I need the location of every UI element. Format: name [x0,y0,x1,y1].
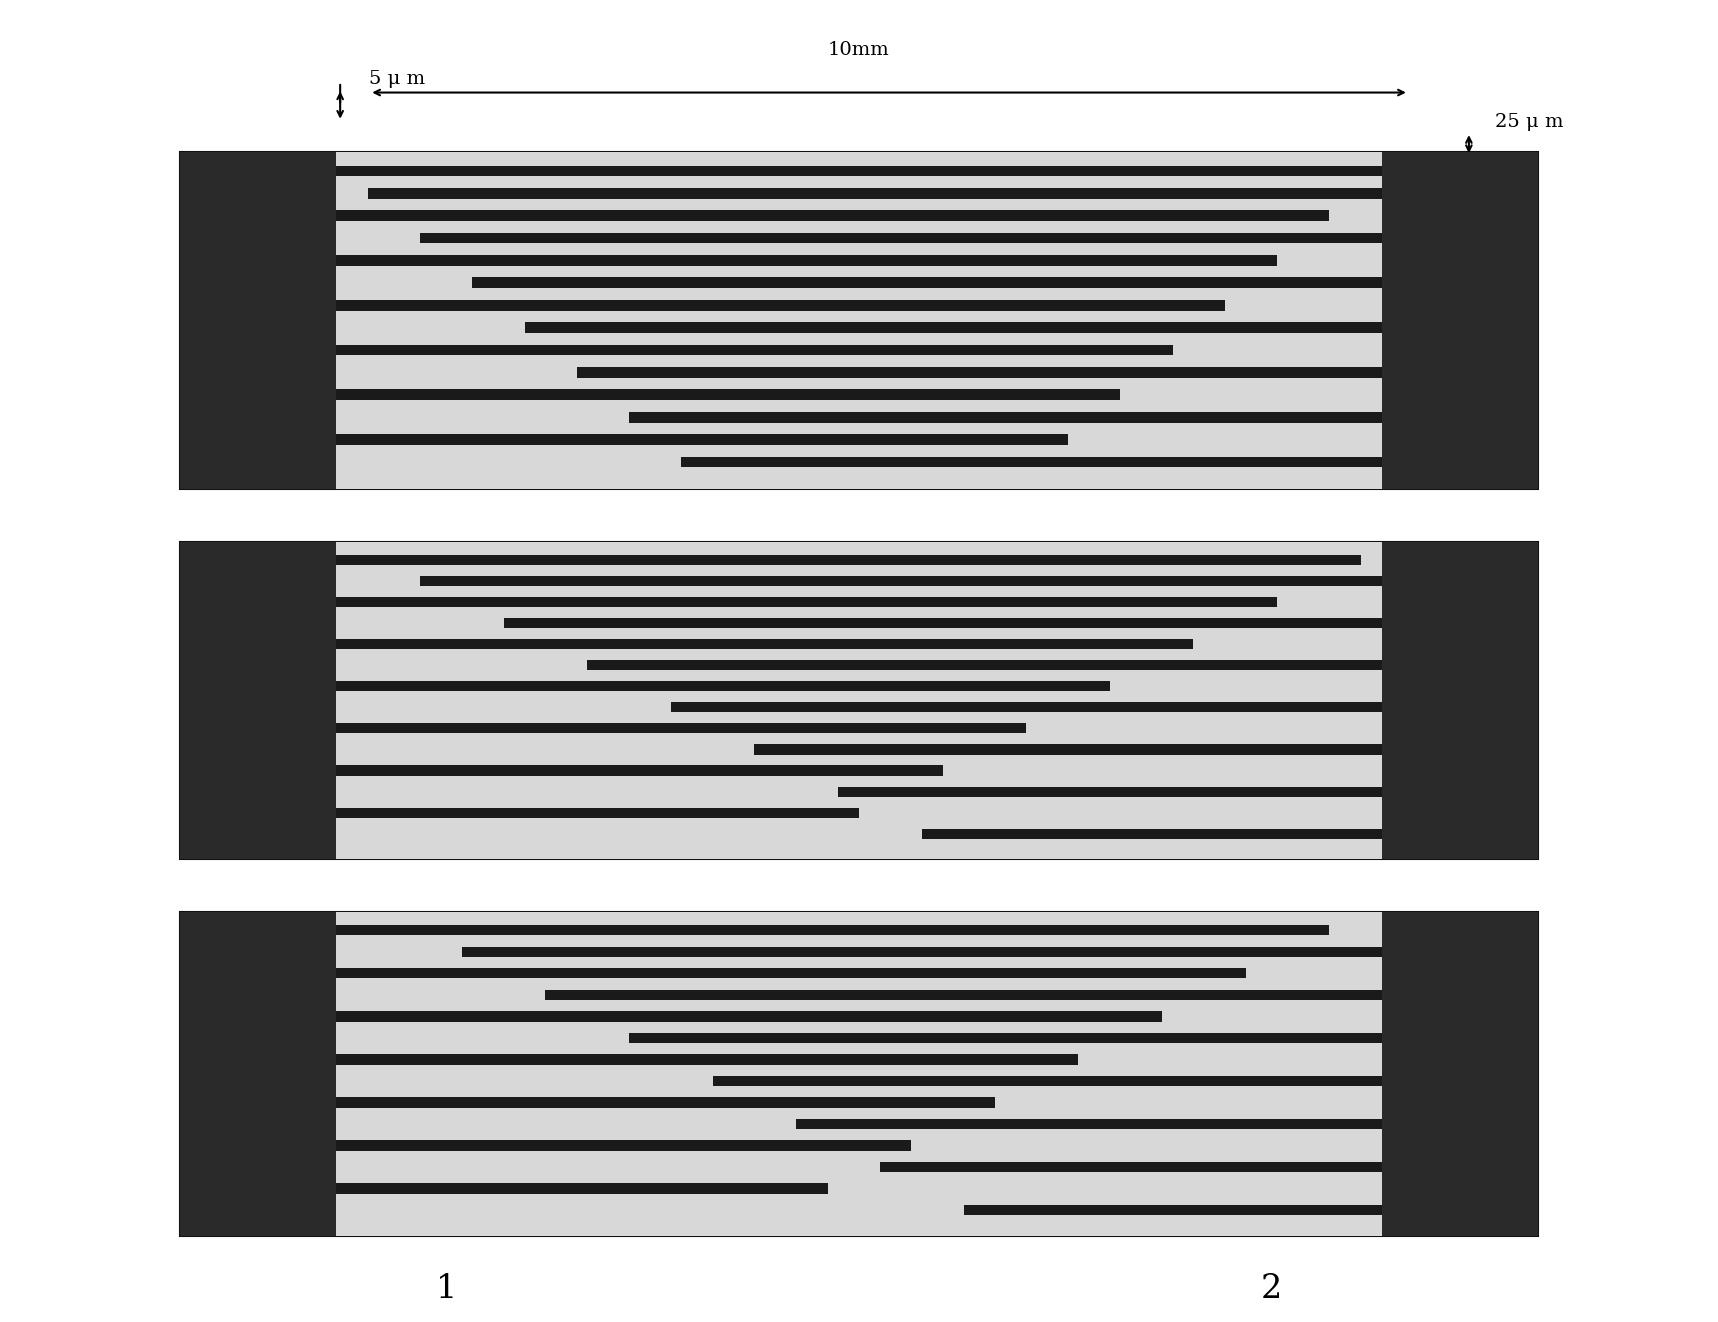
Bar [503,617,1381,628]
Bar [754,744,1381,755]
Bar [964,1204,1381,1215]
Bar [880,1162,1381,1173]
Bar [421,576,1381,586]
Bar [180,912,337,1236]
Bar [337,925,1330,936]
Bar [629,1032,1381,1043]
Bar [337,434,1069,446]
Text: 1: 1 [436,1273,457,1305]
Bar [337,912,1381,1236]
Bar [368,188,1381,198]
Bar [337,968,1246,978]
Bar [337,300,1225,311]
Bar [337,1054,1079,1064]
Bar [180,542,337,859]
Bar [682,456,1381,468]
Bar [337,723,1026,734]
Text: 5 μ m: 5 μ m [369,70,426,89]
Bar [337,1141,911,1150]
Bar [921,829,1381,839]
Bar [672,702,1381,713]
Bar [337,542,1381,859]
Bar [337,390,1120,401]
Bar [713,1076,1381,1087]
Bar [337,255,1276,266]
Bar [588,660,1381,670]
Bar [337,210,1330,221]
Bar [180,542,1538,859]
Bar [462,947,1381,957]
Text: 25 μ m: 25 μ m [1495,112,1563,131]
Bar [524,323,1381,333]
Bar [1381,152,1538,489]
Bar [337,1097,995,1108]
Text: 2: 2 [1261,1273,1282,1305]
Bar [797,1118,1381,1129]
Bar [546,990,1381,999]
Bar [337,681,1110,691]
Bar [472,278,1381,288]
Bar [180,912,1538,1236]
Bar [577,368,1381,378]
Bar [337,555,1361,564]
Bar [1381,542,1538,859]
Text: 10mm: 10mm [828,41,890,59]
Bar [337,152,1381,489]
Bar [1381,912,1538,1236]
Bar [337,596,1276,607]
Bar [337,639,1194,649]
Bar [421,233,1381,243]
Bar [337,1011,1161,1022]
Bar [337,345,1172,356]
Bar [180,152,337,489]
Bar [337,765,943,776]
Bar [337,808,859,818]
Bar [337,165,1381,176]
Bar [337,1183,828,1194]
Bar [180,152,1538,489]
Bar [629,412,1381,423]
Bar [838,787,1381,797]
